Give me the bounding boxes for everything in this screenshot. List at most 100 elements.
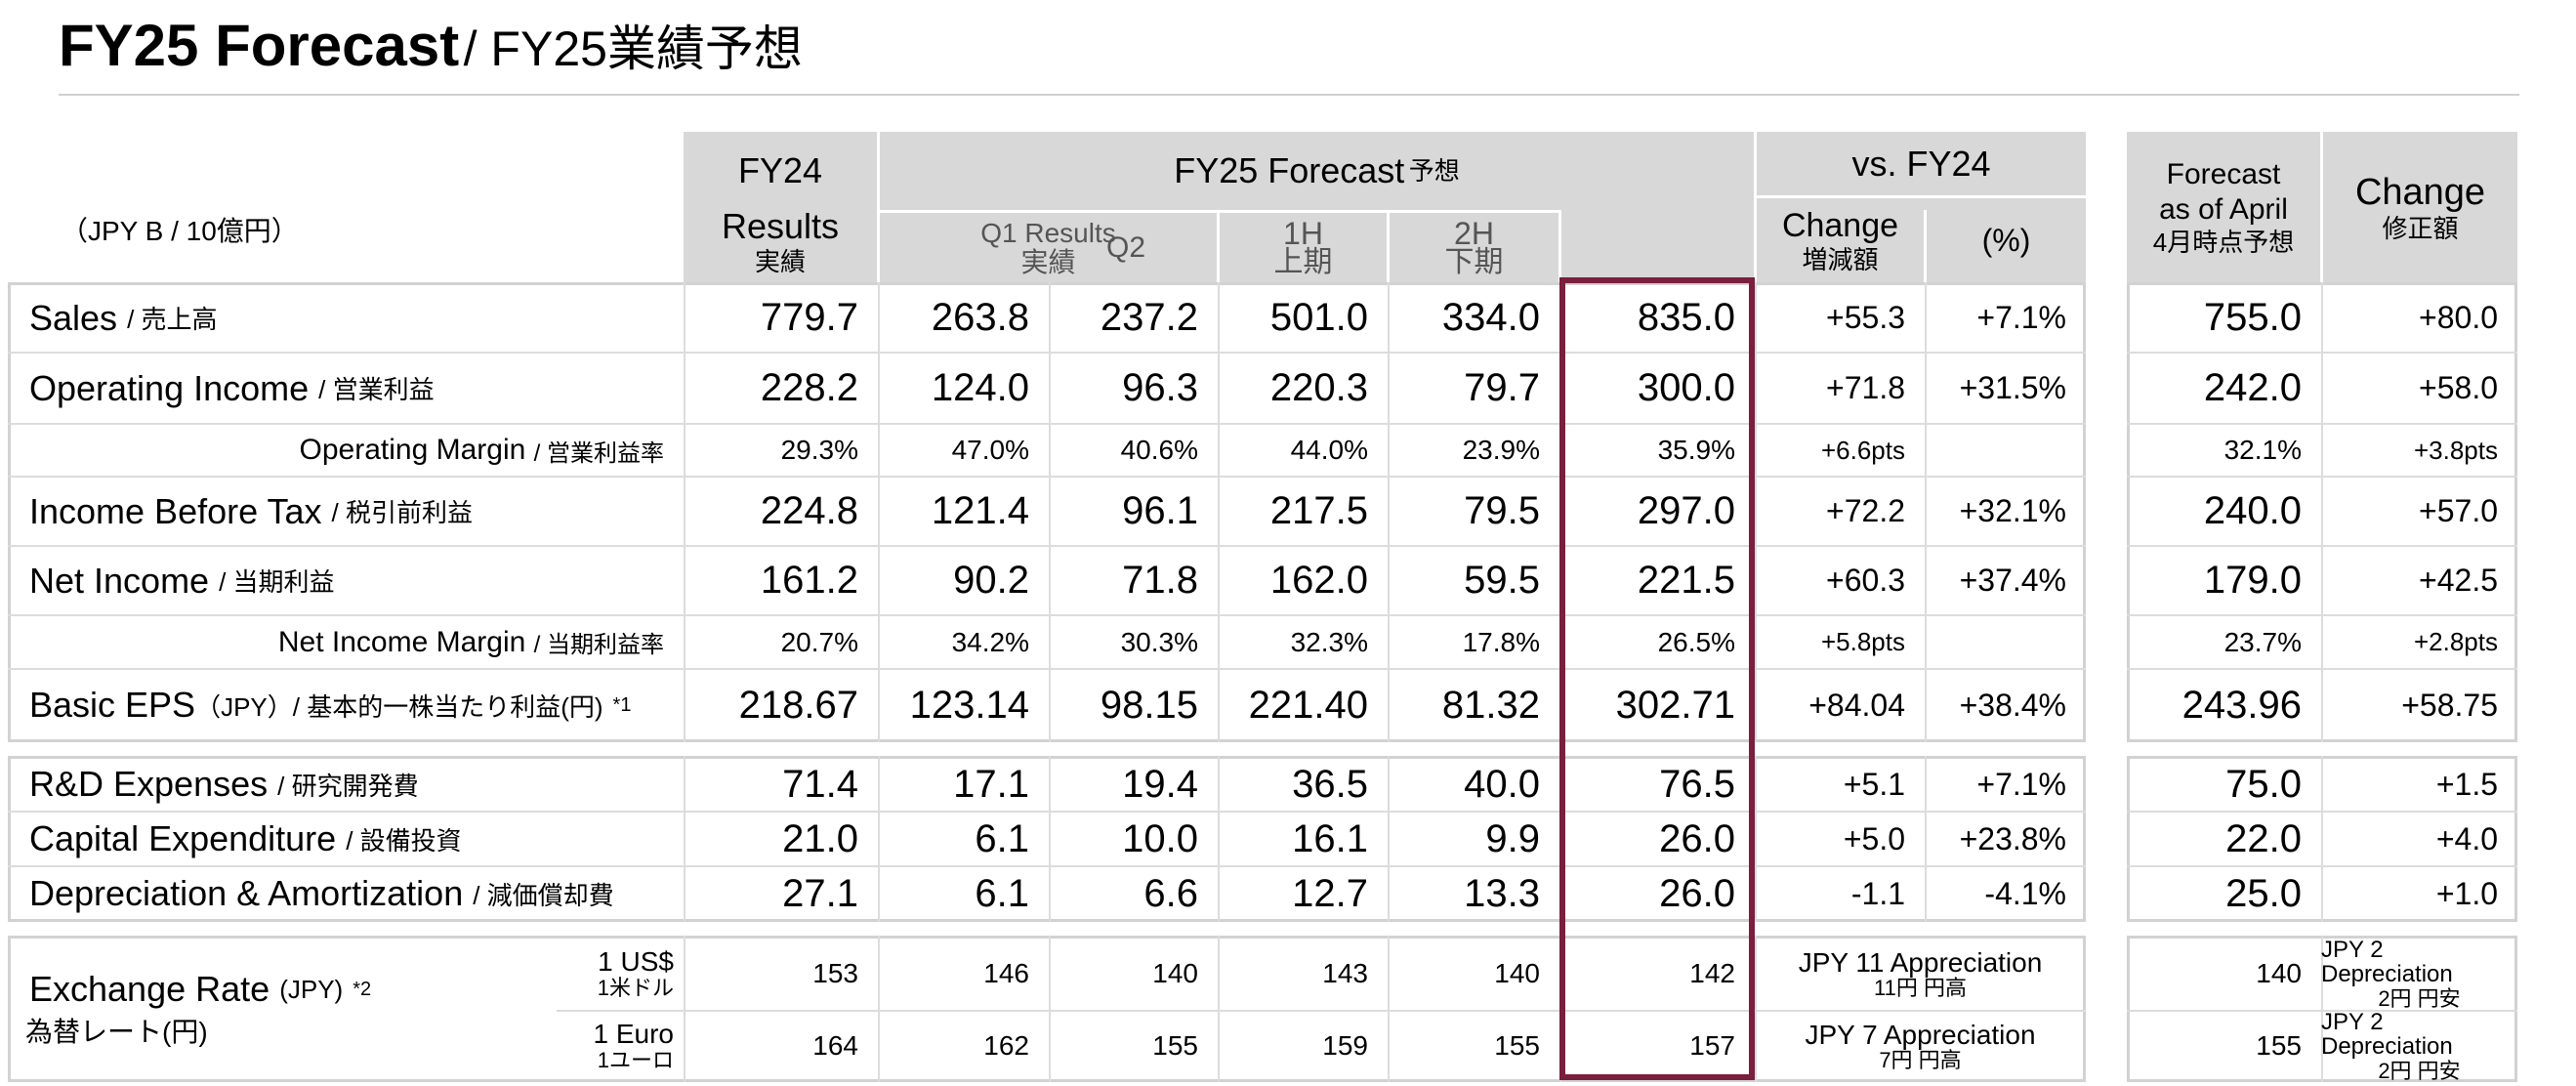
op-margin-2h: 23.9% bbox=[1462, 435, 1540, 465]
nim-fy25: 26.5% bbox=[1657, 626, 1735, 657]
ni-1h: 162.0 bbox=[1269, 559, 1368, 602]
op-margin-fy24: 29.3% bbox=[780, 435, 858, 465]
header-percent: (%) bbox=[1981, 222, 2031, 258]
usd-fy24: 153 bbox=[812, 958, 858, 988]
eps-q1: 123.14 bbox=[909, 683, 1029, 727]
header-background-main bbox=[684, 132, 2086, 282]
ibt-q2: 96.1 bbox=[1122, 489, 1198, 532]
op-income-revision: +58.0 bbox=[2419, 370, 2498, 405]
da-april: 25.0 bbox=[2225, 871, 2302, 915]
rd-2h: 40.0 bbox=[1464, 762, 1540, 806]
eps-fy24: 218.67 bbox=[738, 683, 858, 727]
header-change: Change 増減額 bbox=[1781, 206, 1899, 274]
ibt-percent: +32.1% bbox=[1959, 493, 2066, 528]
sales-q2: 237.2 bbox=[1100, 296, 1198, 339]
capex-1h: 16.1 bbox=[1292, 816, 1368, 860]
row-label-operating-income: Operating Income / 営業利益 bbox=[29, 367, 435, 408]
nim-q1: 34.2% bbox=[951, 626, 1029, 657]
ibt-fy24: 224.8 bbox=[760, 489, 858, 532]
header-q1-results: Q1 Results 実績 bbox=[980, 217, 1116, 277]
eur-1h: 159 bbox=[1322, 1030, 1368, 1061]
eur-april: 155 bbox=[2256, 1030, 2302, 1061]
capex-change: +5.0 bbox=[1843, 820, 1905, 856]
sales-q1: 263.8 bbox=[931, 296, 1029, 339]
op-income-fy24: 228.2 bbox=[760, 366, 858, 409]
op-margin-revision: +3.8pts bbox=[2413, 435, 2498, 465]
capex-q2: 10.0 bbox=[1122, 816, 1198, 860]
usd-fy25: 142 bbox=[1689, 958, 1735, 988]
rd-fy25: 76.5 bbox=[1659, 762, 1735, 806]
nim-q2: 30.3% bbox=[1120, 626, 1198, 657]
capex-april: 22.0 bbox=[2225, 816, 2302, 860]
title-divider bbox=[59, 94, 2519, 96]
da-q1: 6.1 bbox=[975, 871, 1029, 915]
eur-revision: JPY 2 Depreciation 2円 円安 bbox=[2321, 1009, 2461, 1083]
row-label-operating-margin: Operating Margin / 営業利益率 bbox=[299, 434, 664, 467]
eps-revision: +58.75 bbox=[2401, 687, 2498, 723]
group-expenses-table bbox=[8, 756, 2086, 922]
ni-revision: +42.5 bbox=[2419, 563, 2498, 598]
header-revision: Change 修正額 bbox=[2354, 171, 2486, 243]
rd-change: +5.1 bbox=[1843, 766, 1905, 802]
title-main: FY25 Forecast bbox=[59, 13, 460, 78]
ni-q2: 71.8 bbox=[1122, 559, 1198, 602]
da-percent: -4.1% bbox=[1984, 875, 2066, 911]
eps-change: +84.04 bbox=[1808, 687, 1905, 723]
sales-april: 755.0 bbox=[2203, 296, 2302, 339]
da-fy24: 27.1 bbox=[782, 871, 858, 915]
row-label-depreciation: Depreciation & Amortization / 減価償却費 bbox=[29, 873, 614, 913]
header-forecast-april: Forecast as of April 4月時点予想 bbox=[2152, 158, 2295, 257]
nim-fy24: 20.7% bbox=[780, 626, 858, 657]
row-label-basic-eps: Basic EPS （JPY） / 基本的一株当たり利益(円) *1 bbox=[29, 685, 632, 725]
eur-fy24: 164 bbox=[812, 1030, 858, 1061]
rd-1h: 36.5 bbox=[1292, 762, 1368, 806]
sales-fy25: 835.0 bbox=[1637, 296, 1735, 339]
usd-vs-fy24: JPY 11 Appreciation 11円 円高 bbox=[1798, 946, 2043, 1001]
rd-fy24: 71.4 bbox=[782, 762, 858, 806]
ni-2h: 59.5 bbox=[1464, 559, 1540, 602]
ibt-april: 240.0 bbox=[2203, 489, 2302, 532]
op-income-percent: +31.5% bbox=[1959, 370, 2066, 405]
capex-revision: +4.0 bbox=[2435, 820, 2498, 856]
usd-2h: 140 bbox=[1494, 958, 1540, 988]
header-vs-fy24: vs. FY24 bbox=[1851, 143, 1991, 184]
row-label-rd-expenses: R&D Expenses / 研究開発費 bbox=[29, 764, 419, 804]
page-title: FY25 Forecast / FY25業績予想 bbox=[59, 10, 803, 80]
op-income-fy25: 300.0 bbox=[1637, 366, 1735, 409]
ni-change: +60.3 bbox=[1826, 563, 1905, 598]
ibt-2h: 79.5 bbox=[1464, 489, 1540, 532]
da-change: -1.1 bbox=[1850, 875, 1905, 911]
header-q2: Q2 bbox=[1105, 230, 1146, 264]
sales-revision: +80.0 bbox=[2419, 300, 2498, 335]
header-fy24: FY24 bbox=[737, 150, 823, 190]
eps-percent: +38.4% bbox=[1959, 687, 2066, 723]
sales-fy24: 779.7 bbox=[760, 296, 858, 339]
exchange-usd-label: 1 US$ 1米ドル bbox=[597, 945, 674, 1001]
op-income-1h: 220.3 bbox=[1269, 366, 1368, 409]
op-income-q1: 124.0 bbox=[931, 366, 1029, 409]
rd-q1: 17.1 bbox=[953, 762, 1029, 806]
rd-q2: 19.4 bbox=[1122, 762, 1198, 806]
title-sub: / FY25業績予想 bbox=[463, 21, 803, 76]
group-main-table bbox=[8, 282, 2086, 742]
ibt-q1: 121.4 bbox=[931, 489, 1029, 532]
sales-2h: 334.0 bbox=[1441, 296, 1540, 339]
eps-1h: 221.40 bbox=[1248, 683, 1368, 727]
capex-percent: +23.8% bbox=[1959, 820, 2066, 856]
rd-percent: +7.1% bbox=[1976, 766, 2066, 802]
exchange-eur-label: 1 Euro 1ユーロ bbox=[593, 1018, 675, 1073]
eur-q2: 155 bbox=[1152, 1030, 1198, 1061]
eur-vs-fy24: JPY 7 Appreciation 7円 円高 bbox=[1805, 1019, 2036, 1073]
row-label-income-before-tax: Income Before Tax / 税引前利益 bbox=[29, 490, 473, 531]
capex-fy25: 26.0 bbox=[1659, 816, 1735, 860]
eps-2h: 81.32 bbox=[1441, 683, 1540, 727]
nim-change: +5.8pts bbox=[1820, 627, 1905, 656]
eps-april: 243.96 bbox=[2181, 683, 2302, 727]
capex-2h: 9.9 bbox=[1485, 816, 1540, 860]
da-1h: 12.7 bbox=[1292, 871, 1368, 915]
ibt-revision: +57.0 bbox=[2419, 493, 2498, 528]
ni-fy24: 161.2 bbox=[760, 559, 858, 602]
da-revision: +1.0 bbox=[2435, 875, 2498, 911]
op-margin-april: 32.1% bbox=[2223, 435, 2302, 465]
nim-revision: +2.8pts bbox=[2413, 627, 2498, 656]
